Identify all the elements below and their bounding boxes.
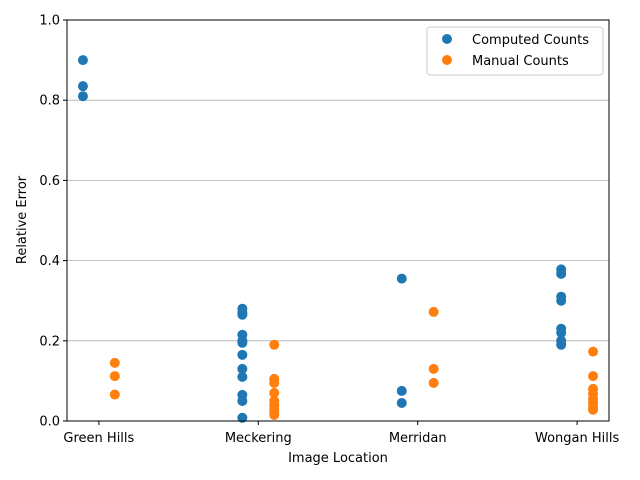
data-point bbox=[269, 387, 280, 398]
legend-label-manual: Manual Counts bbox=[472, 54, 569, 69]
x-tick-label: Green Hills bbox=[63, 431, 134, 446]
data-point bbox=[556, 339, 567, 350]
y-tick-label: 0.4 bbox=[39, 254, 60, 269]
data-point bbox=[269, 377, 280, 388]
legend-marker-manual bbox=[442, 55, 452, 65]
data-point bbox=[588, 371, 599, 382]
data-point bbox=[556, 295, 567, 306]
data-point bbox=[77, 55, 88, 66]
legend-box bbox=[426, 26, 604, 76]
data-point bbox=[588, 404, 599, 415]
y-tick-label: 0.8 bbox=[39, 94, 60, 109]
data-point bbox=[588, 346, 599, 357]
data-point bbox=[237, 309, 248, 320]
data-point bbox=[237, 337, 248, 348]
data-point bbox=[237, 412, 248, 423]
x-tick-label: Meckering bbox=[225, 431, 292, 446]
legend-label-computed: Computed Counts bbox=[472, 33, 589, 48]
y-axis-title: Relative Error bbox=[15, 175, 30, 264]
data-point bbox=[77, 91, 88, 102]
x-axis-ticks: Green Hills Meckering Merridan Wongan Hills bbox=[63, 421, 619, 446]
y-tick-label: 1.0 bbox=[39, 14, 60, 29]
data-point bbox=[396, 397, 407, 408]
data-point bbox=[396, 385, 407, 396]
data-point bbox=[237, 349, 248, 360]
data-point bbox=[269, 409, 280, 420]
data-point bbox=[237, 371, 248, 382]
data-point bbox=[237, 395, 248, 406]
x-tick-label: Wongan Hills bbox=[535, 431, 619, 446]
data-point bbox=[269, 339, 280, 350]
x-axis-title: Image Location bbox=[288, 451, 388, 466]
data-point bbox=[428, 363, 439, 374]
y-axis-ticks: 0.0 0.2 0.4 0.6 0.8 1.0 bbox=[39, 14, 67, 430]
data-point bbox=[556, 327, 567, 338]
data-point bbox=[556, 268, 567, 279]
legend-marker-computed bbox=[442, 34, 452, 44]
data-point bbox=[77, 81, 88, 92]
data-point bbox=[109, 371, 120, 382]
x-tick-label: Merridan bbox=[389, 431, 447, 446]
data-point bbox=[428, 306, 439, 317]
y-tick-label: 0.2 bbox=[39, 334, 60, 349]
data-point bbox=[109, 357, 120, 368]
data-points bbox=[77, 55, 599, 423]
y-tick-label: 0.0 bbox=[39, 415, 60, 430]
legend: Computed Counts Manual Counts bbox=[426, 26, 604, 76]
gridlines bbox=[67, 19, 609, 422]
data-point bbox=[396, 273, 407, 284]
data-point bbox=[428, 377, 439, 388]
plot-frame bbox=[66, 19, 610, 422]
data-point bbox=[237, 363, 248, 374]
data-point bbox=[109, 389, 120, 400]
y-tick-label: 0.6 bbox=[39, 174, 60, 189]
